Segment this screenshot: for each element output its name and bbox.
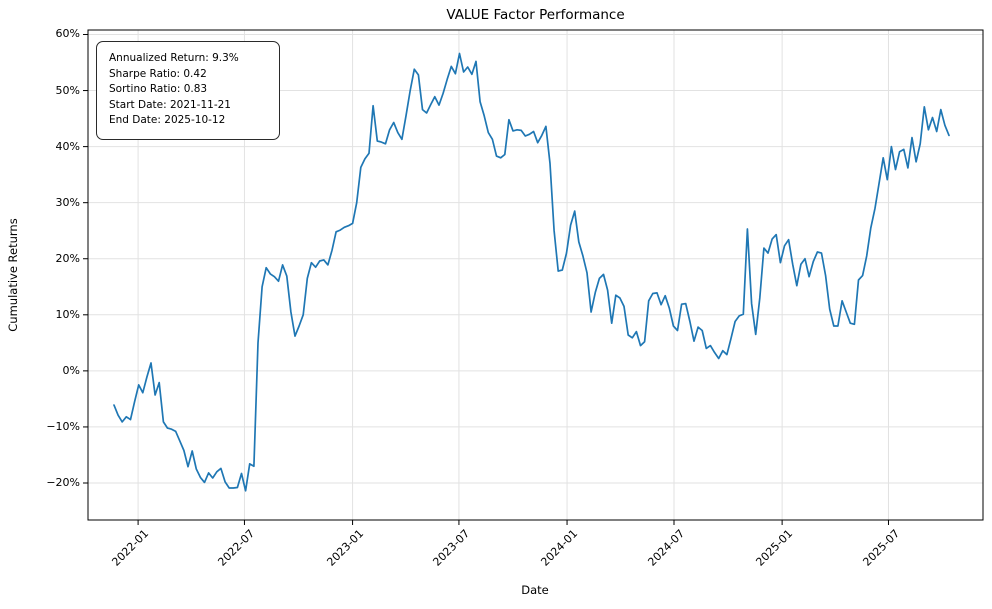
page-title: VALUE Factor Performance: [446, 7, 625, 23]
y-tick-label: 20%: [55, 251, 80, 265]
y-tick-label: 10%: [55, 307, 80, 321]
stat-end-date: End Date: 2025-10-12: [109, 114, 226, 127]
stat-start-date: Start Date: 2021-11-21: [109, 98, 231, 111]
y-tick-label: 0%: [62, 363, 80, 377]
y-tick-label: −20%: [46, 475, 80, 489]
y-tick-label: 60%: [55, 27, 80, 41]
y-axis-label: Cumulative Returns: [6, 218, 20, 332]
y-tick-label: 50%: [55, 83, 80, 97]
stat-annualized-return: Annualized Return: 9.3%: [109, 52, 239, 64]
y-tick-label: 40%: [55, 139, 80, 153]
stat-sortino-ratio: Sortino Ratio: 0.83: [109, 83, 208, 96]
stats-box: Annualized Return: 9.3% Sharpe Ratio: 0.…: [96, 41, 280, 140]
y-tick-label: −10%: [46, 419, 80, 433]
y-tick-label: 30%: [55, 195, 80, 209]
stat-sharpe-ratio: Sharpe Ratio: 0.42: [109, 67, 207, 80]
x-axis-label: Date: [521, 583, 549, 597]
